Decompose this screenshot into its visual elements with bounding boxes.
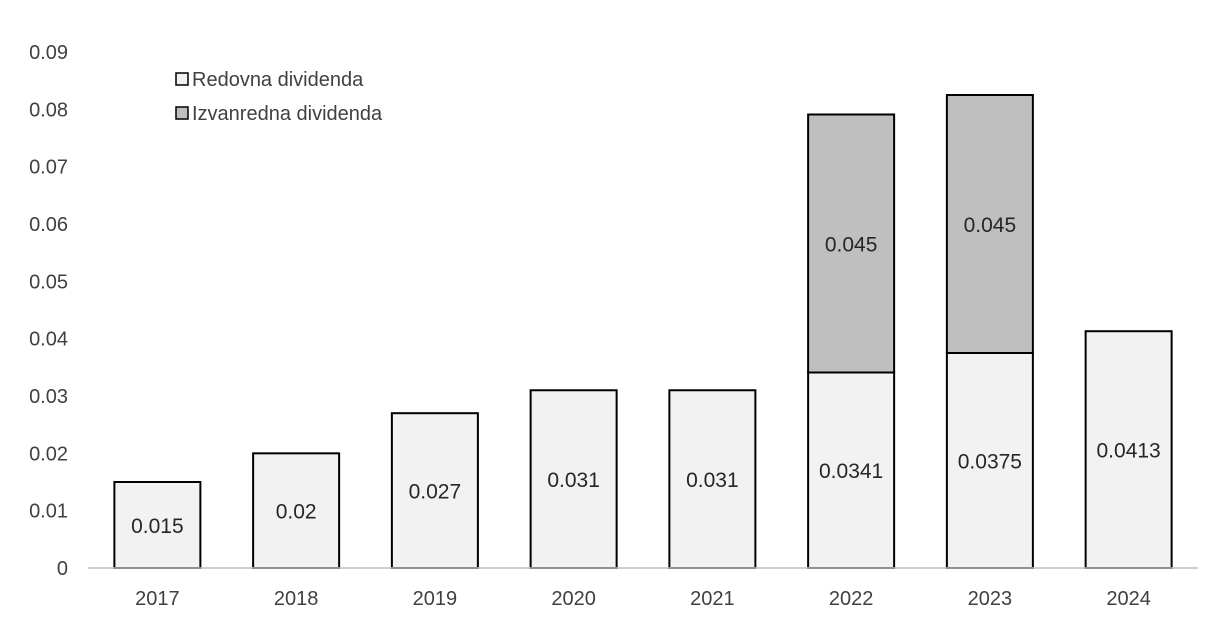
x-tick-label: 2023 [968,588,1013,610]
bar-data-label: 0.0375 [958,451,1022,474]
legend: Redovna dividenda Izvanredna dividenda [175,69,383,125]
x-tick-label: 2024 [1106,588,1151,610]
x-tick-label: 2017 [135,588,180,610]
y-tick-label: 0.04 [29,329,68,351]
bar-data-label: 0.0341 [819,460,883,483]
bars-group: 0.015 0.02 0.027 0.031 0.031 0.0341 0.045 0.037… [113,94,1173,570]
legend-label: Redovna dividenda [192,69,364,91]
bar-izvanredna-dividenda [945,94,1034,354]
legend-swatch [175,106,189,120]
y-tick-label: 0.05 [29,271,68,293]
bar-data-label: 0.045 [825,233,878,256]
bar-redovna-dividenda [807,371,896,570]
bar-redovna-dividenda [945,352,1034,569]
legend-label: Izvanredna dividenda [192,103,383,125]
bar-data-label: 0.045 [964,214,1017,237]
x-tick-label: 2020 [551,588,596,610]
y-axis-tick-labels: 0 0.01 0.02 0.03 0.04 0.05 0.06 0.07 0.08 0.09 [29,42,68,580]
bar-data-label: 0.015 [131,515,184,538]
y-tick-label: 0.02 [29,443,68,465]
y-tick-label: 0.01 [29,501,68,523]
bar-data-label: 0.0413 [1097,440,1161,463]
bar-redovna-dividenda [1084,330,1173,570]
x-axis-tick-labels: 2017 2018 2019 2020 2021 2022 2023 2024 [135,588,1151,610]
bar-data-label: 0.02 [276,501,317,524]
bar-redovna-dividenda [529,389,618,569]
bar-redovna-dividenda [113,481,202,569]
y-tick-label: 0.09 [29,42,68,64]
y-tick-label: 0.06 [29,214,68,236]
x-tick-label: 2018 [274,588,319,610]
x-tick-label: 2021 [690,588,735,610]
y-tick-label: 0 [57,558,68,580]
bar-data-label: 0.027 [409,481,462,504]
y-tick-label: 0.07 [29,157,68,179]
x-tick-label: 2019 [413,588,458,610]
x-tick-label: 2022 [829,588,874,610]
bar-redovna-dividenda [390,412,479,570]
legend-swatch [175,72,189,86]
bar-redovna-dividenda [252,452,341,570]
bar-data-label: 0.031 [547,469,600,492]
bar-izvanredna-dividenda [807,113,896,374]
y-tick-label: 0.08 [29,99,68,121]
bar-data-label: 0.031 [686,469,739,492]
y-tick-label: 0.03 [29,386,68,408]
